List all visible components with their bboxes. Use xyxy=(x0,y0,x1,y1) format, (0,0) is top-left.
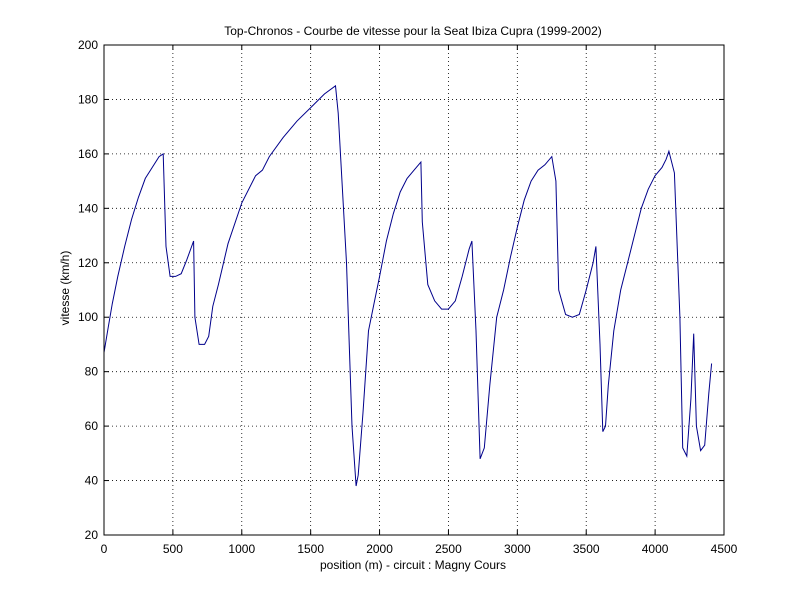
y-tick-label: 200 xyxy=(78,38,98,52)
chart-title: Top-Chronos - Courbe de vitesse pour la … xyxy=(224,24,602,38)
x-tick-label: 2500 xyxy=(435,542,462,556)
x-tick-label: 500 xyxy=(163,542,183,556)
x-tick-label: 0 xyxy=(101,542,108,556)
x-axis-label: position (m) - circuit : Magny Cours xyxy=(320,558,506,572)
x-tick-label: 2000 xyxy=(366,542,393,556)
y-axis-label: vitesse (km/h) xyxy=(58,251,72,326)
y-tick-label: 180 xyxy=(78,92,98,106)
y-tick-label: 40 xyxy=(85,474,99,488)
y-tick-label: 120 xyxy=(78,256,98,270)
x-tick-label: 3000 xyxy=(504,542,531,556)
x-tick-label: 1000 xyxy=(228,542,255,556)
x-tick-label: 4000 xyxy=(642,542,669,556)
speed-series-line xyxy=(103,84,713,487)
y-tick-label: 140 xyxy=(78,201,98,215)
y-tick-label: 60 xyxy=(85,419,99,433)
tick-label-layer: 0 500 1000 1500 2000 2500 3000 3500 4000 4500 20 40… xyxy=(78,38,738,556)
y-tick-label: 20 xyxy=(85,528,99,542)
y-tick-label: 100 xyxy=(78,310,98,324)
grid-layer xyxy=(104,45,724,535)
x-tick-label: 3500 xyxy=(573,542,600,556)
series-layer xyxy=(103,84,713,487)
y-tick-label: 80 xyxy=(85,365,99,379)
x-tick-label: 4500 xyxy=(711,542,738,556)
x-tick-label: 1500 xyxy=(297,542,324,556)
tick-layer xyxy=(103,44,725,536)
y-tick-label: 160 xyxy=(78,147,98,161)
axes-frame xyxy=(103,44,725,536)
